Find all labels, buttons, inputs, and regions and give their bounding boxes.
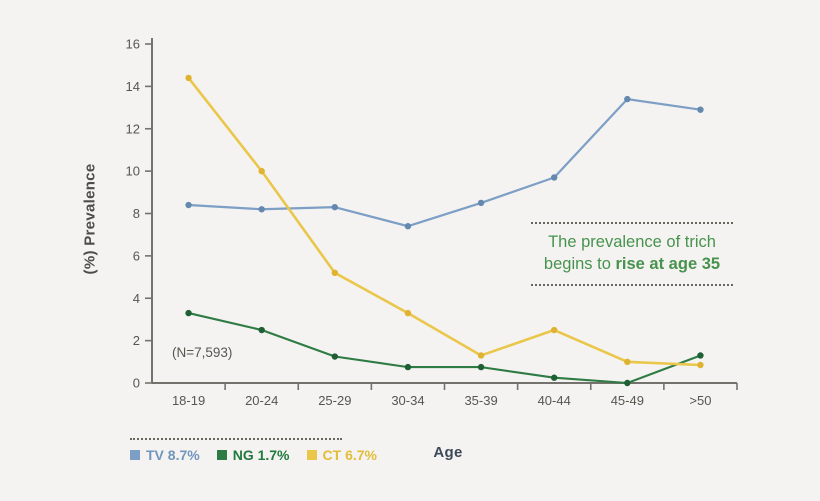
y-tick-label: 14 — [126, 79, 140, 94]
x-tick-label: 45-49 — [611, 393, 644, 408]
legend-item-ct: CT 6.7% — [306, 447, 377, 463]
tv-point-40-44 — [550, 174, 558, 181]
tv-point-35-39 — [477, 199, 485, 207]
x-tick-label: 25-29 — [318, 393, 351, 408]
x-axis-title: Age — [433, 444, 463, 461]
y-tick-label: 16 — [126, 37, 140, 52]
tv-series-line — [187, 97, 702, 228]
ct-point-18-19 — [185, 74, 192, 82]
ct-series-line — [187, 76, 702, 367]
ng-point->50 — [697, 352, 704, 359]
y-tick-label: 12 — [126, 121, 140, 136]
x-tick-label: 18-19 — [172, 393, 205, 408]
x-tick-label: 20-24 — [245, 393, 278, 408]
legend-label-ng: NG 1.7% — [232, 447, 290, 463]
ct-point-30-34 — [404, 309, 412, 317]
ct-point-35-39 — [477, 352, 485, 359]
y-tick-label: 2 — [133, 333, 140, 348]
ng-point-20-24 — [258, 326, 265, 334]
ct-point->50 — [697, 361, 704, 369]
annotation-line-1: The prevalence of trich — [548, 233, 716, 251]
legend-items: TV 8.7% NG 1.7% CT 6.7% — [130, 447, 377, 463]
ng-point-35-39 — [477, 363, 485, 371]
x-tick-label: 30-34 — [391, 393, 424, 408]
annotation-callout: The prevalence of trich begins to rise a… — [531, 222, 733, 286]
x-tick-label: 35-39 — [464, 393, 497, 408]
x-tick-label: 40-44 — [538, 393, 571, 408]
ct-swatch-icon — [306, 450, 317, 460]
y-tick-label: 8 — [133, 206, 140, 221]
sample-size-note: (N=7,593) — [172, 345, 233, 360]
ng-point-25-29 — [331, 353, 339, 360]
x-tick-label: >50 — [689, 393, 711, 408]
tv-point-45-49 — [624, 95, 631, 103]
legend: TV 8.7% NG 1.7% CT 6.7% — [130, 438, 377, 463]
y-tick-label: 4 — [133, 291, 140, 306]
ng-swatch-icon — [216, 450, 227, 460]
ng-point-45-49 — [624, 379, 631, 387]
legend-item-ng: NG 1.7% — [216, 447, 290, 463]
tv-point-25-29 — [331, 203, 339, 211]
ng-point-30-34 — [404, 363, 412, 371]
ct-point-20-24 — [258, 167, 265, 175]
tv-point->50 — [697, 106, 704, 113]
ct-point-25-29 — [331, 269, 339, 277]
annotation-line-2: begins to — [543, 255, 616, 273]
legend-label-ct: CT 6.7% — [322, 447, 377, 463]
y-tick-label: 6 — [133, 248, 140, 263]
y-axis-title: (%) Prevalence — [81, 163, 99, 275]
ng-point-40-44 — [550, 374, 558, 381]
ng-series-line — [187, 312, 702, 385]
tv-point-20-24 — [258, 206, 265, 213]
tv-point-18-19 — [185, 201, 192, 209]
ng-point-18-19 — [185, 309, 192, 317]
annotation-bold-text: rise at age 35 — [615, 255, 721, 273]
ct-point-40-44 — [550, 326, 558, 334]
y-tick-label: 0 — [133, 376, 140, 391]
ct-point-45-49 — [624, 358, 631, 366]
legend-item-tv: TV 8.7% — [130, 447, 200, 463]
y-tick-label: 10 — [126, 164, 140, 179]
legend-label-tv: TV 8.7% — [146, 447, 200, 463]
legend-dotted-rule — [130, 438, 342, 440]
tv-point-30-34 — [404, 223, 412, 230]
tv-swatch-icon — [130, 450, 140, 460]
